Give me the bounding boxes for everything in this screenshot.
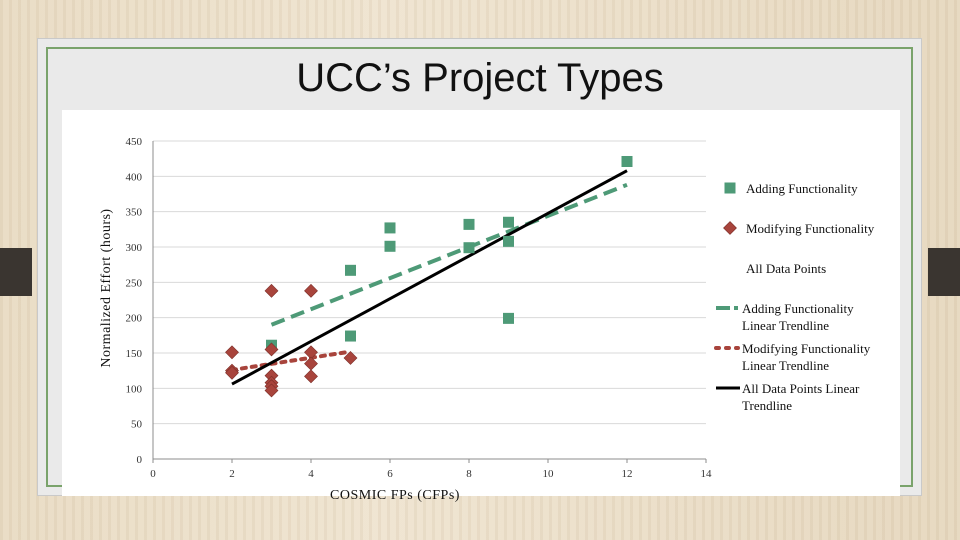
modifying-point [304,283,318,298]
legend-entry: Modifying Functionality Linear Trendline [714,341,871,373]
x-tick-label: 10 [543,468,555,480]
legend-label-line: Trendline [742,398,792,413]
legend-label: All Data Points [746,261,826,276]
adding-point [621,155,633,167]
x-tick-label: 12 [622,468,633,480]
trendline-1 [230,349,353,372]
legend-label: Modifying Functionality Linear Trendline [742,341,871,373]
data-points [225,155,633,398]
slide-title: UCC’s Project Types [296,56,664,100]
y-axis-title: Normalized Effort (hours) [99,208,114,367]
y-tick-label: 450 [126,136,143,148]
legend-entry: Adding Functionality [724,181,858,196]
adding-point [345,330,356,342]
legend-label: Modifying Functionality [746,221,875,236]
adding-point [503,235,514,247]
legend-label-line: Adding Functionality [742,301,854,316]
trendline-0 [270,182,628,327]
legend-label: Adding Functionality [746,181,858,196]
legend-entry: All Data Points Linear Trendline [716,381,860,413]
legend-entry: Adding Functionality Linear Trendline [716,301,854,333]
legend-label-line: Modifying Functionality [742,341,871,356]
x-tick-label: 4 [308,468,314,480]
modifying-point [225,365,239,380]
x-tick-label: 0 [150,468,156,480]
y-tick-label: 400 [126,171,143,183]
trendlines [230,169,628,386]
grid-lines [153,140,706,425]
right-edge-bar [928,248,960,296]
chart-area [62,110,900,496]
y-tick-label: 0 [137,454,143,466]
x-tick-label: 8 [466,468,472,480]
trendline-2 [231,169,628,386]
legend-marker-diamond [723,221,737,235]
modifying-point [264,383,279,398]
x-tick-label: 6 [387,468,393,480]
legend-label: Adding Functionality Linear Trendline [742,301,854,333]
y-tick-label: 50 [131,419,143,431]
legend-marker-square [724,182,736,194]
modifying-point [225,345,239,360]
y-tick-label: 200 [126,313,143,325]
x-tick-label: 14 [701,468,713,480]
adding-point [463,218,475,230]
y-tick-label: 100 [126,383,143,395]
legend-label-line: Linear Trendline [742,358,829,373]
y-tick-label: 300 [126,242,143,254]
modifying-point [264,342,279,357]
adding-point [503,312,514,324]
modifying-point [264,283,279,298]
chart-legend: Adding Functionality Modifying Functional… [714,181,875,413]
legend-entry: All Data Points [746,261,826,276]
x-axis-title: COSMIC FPs (CFPs) [330,488,460,503]
left-edge-bar [0,248,32,296]
adding-point [384,240,396,252]
y-tick-label: 250 [126,277,143,289]
adding-point [503,216,514,228]
y-tick-label: 150 [126,348,143,360]
legend-label-line: All Data Points Linear [742,381,860,396]
legend-label: All Data Points Linear Trendline [742,381,860,413]
x-tick-label: 2 [229,468,235,480]
legend-entry: Modifying Functionality [723,221,875,236]
adding-point [384,222,396,234]
modifying-point [343,351,358,365]
axes: 0 50 100 150 200 250 300 350 400 450 0 2 4 6 8 10 12 14 [126,136,713,480]
legend-label-line: Linear Trendline [742,318,829,333]
y-tick-label: 350 [126,207,143,219]
modifying-point [304,369,318,384]
adding-point [345,264,356,276]
adding-point [463,242,475,254]
